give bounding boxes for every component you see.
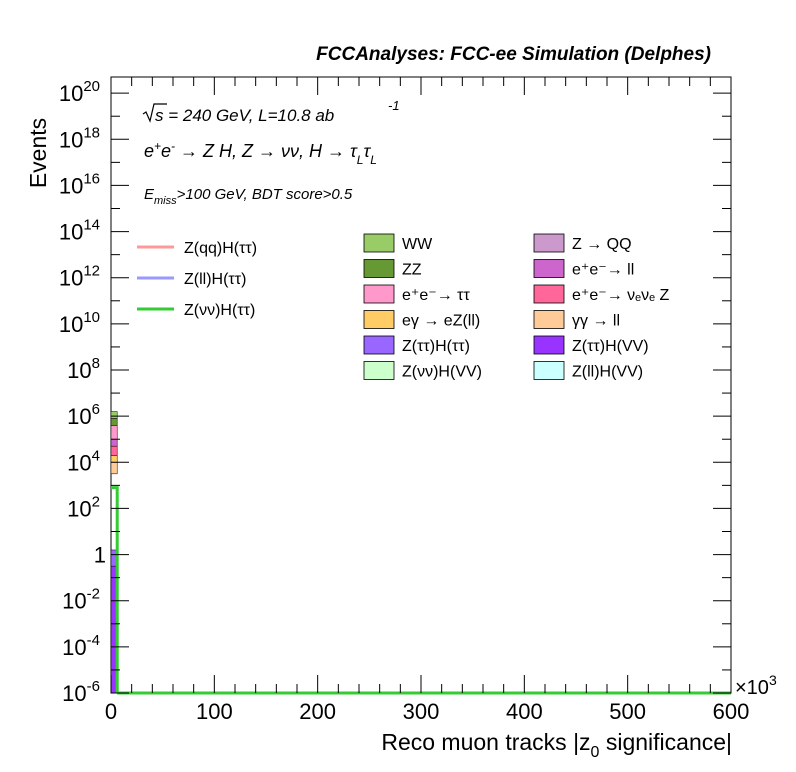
signal-histograms [111,486,731,695]
legend-line-label: Z(ll)H(ττ) [184,271,246,288]
stack-segment-zz [110,418,118,426]
y-tick-label: 10-6 [62,678,100,706]
legend-background-col1: WW ZZ e⁺e⁻→ ττ eγ → eZ(ll) Z(ττ)H(ττ) Z(νν)H(… [363,233,482,381]
selection-label: Emiss>100 GeV, BDT score>0.5 [144,186,353,207]
stack-segment-ee_nunuz [110,445,118,456]
stack-segment-gaga_ll [110,462,118,475]
lumi-exponent: -1 [388,98,400,113]
legend-background-col2: Z → QQ e⁺e⁻→ ll e⁺e⁻→ νₑνₑ Z γγ → ll Z(ττ)H(… [533,233,669,381]
legend-box-label: WW [402,236,433,253]
legend-line-label: Z(νν)H(ττ) [184,302,255,319]
y-tick-label: 1016 [59,170,100,198]
legend-box-label: e⁺e⁻→ ττ [402,287,470,304]
x-axis-title: Reco muon tracks |z0 significance| [381,729,732,761]
y-tick-label: 1012 [59,263,100,291]
legend-box-label: ZZ [402,262,422,279]
y-tick-label: 1014 [59,217,100,245]
chart-header: FCCAnalyses: FCC-ee Simulation (Delphes) [316,44,711,65]
legend-box-swatch [363,310,395,329]
y-tick-label: 1 [94,543,106,568]
y-tick-label: 102 [67,493,100,521]
plot-frame [110,76,732,694]
x-axis-ticks: 0 100 200 300 400 500 600 [105,77,749,724]
legend-box-label: Z → QQ [572,236,632,253]
x-tick-label: 600 [713,699,750,724]
legend-box-swatch [533,259,565,278]
info-text: s = 240 GeV, L=10.8 ab -1 e+e- → Z H, Z … [142,98,400,207]
legend-box-label: γγ → ll [572,313,620,330]
stack-segment-ww [110,411,118,419]
legend-box-label: Z(ττ)H(VV) [572,338,649,355]
legend-box-swatch [533,310,565,329]
x-tick-label: 100 [196,699,233,724]
x-tick-label: 500 [609,699,646,724]
legend-box-swatch [533,361,565,380]
process-label: e+e- → Z H, Z → νν, H → τLτL [144,139,377,167]
legend-box-label: Z(νν)H(VV) [402,364,482,381]
y-tick-label: 1018 [59,124,100,152]
legend-box-swatch [363,259,395,278]
legend-line-label: Z(qq)H(ττ) [184,240,257,257]
x-tick-label: 400 [506,699,543,724]
x-tick-label: 200 [299,699,336,724]
y-tick-label: 106 [67,401,100,429]
y-tick-label: 10-2 [62,586,100,614]
legend-box-swatch [363,284,395,304]
x-tick-label: 0 [105,699,117,724]
legend-box-label: e⁺e⁻→ νₑνₑ Z [572,287,669,304]
legend-box-label: Z(ττ)H(ττ) [402,338,470,355]
sqrt-symbol [142,103,167,123]
x-axis-multiplier: ×103 [735,672,777,699]
stack-segment-ee_ll [110,438,118,447]
stack-segment-egamma_ezll [110,455,118,463]
y-tick-label: 10-4 [62,632,100,660]
y-axis-ticks: 10-6 10-4 10-2 1 102 104 106 108 1010 1012 1014 101… [59,78,731,706]
legend-box-label: Z(ll)H(VV) [572,364,643,381]
x-tick-label: 300 [403,699,440,724]
legend-box-swatch [533,233,565,253]
y-axis-title: Events [25,118,51,188]
y-tick-label: 1010 [59,309,100,337]
energy-lumi-label: s = 240 GeV, L=10.8 ab [155,106,334,125]
legend-signal: Z(qq)H(ττ) Z(ll)H(ττ) Z(νν)H(ττ) [137,240,257,319]
legend-box-label: eγ → eZ(ll) [402,313,480,330]
legend-box-label: e⁺e⁻→ ll [572,262,634,279]
y-tick-label: 104 [67,447,100,475]
y-tick-label: 1020 [59,78,100,106]
stack-histogram [110,411,118,694]
stack-segment-ee_tautau [110,425,118,440]
signal-line [111,486,731,695]
legend-box-swatch [363,361,395,380]
legend-box-swatch [363,335,395,355]
legend-box-swatch [533,335,565,355]
legend-box-swatch [363,233,395,253]
y-tick-label: 108 [67,355,100,383]
legend-box-swatch [533,284,565,304]
